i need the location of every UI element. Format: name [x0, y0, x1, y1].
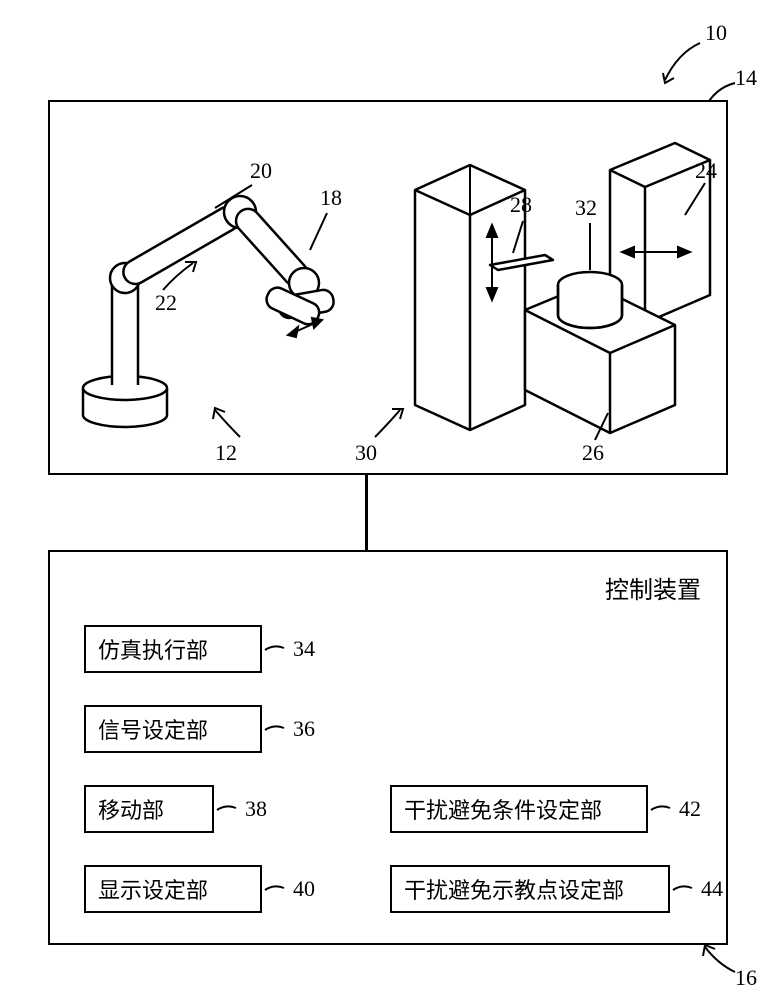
- leader-34: [262, 640, 292, 660]
- refnum-36: 36: [293, 716, 315, 742]
- machine-illustration: [395, 135, 715, 445]
- box-interf-teach-label: 干扰避免示教点设定部: [404, 873, 624, 905]
- refnum-10: 10: [705, 20, 727, 46]
- leader-22: [155, 258, 200, 298]
- leader-24: [680, 180, 720, 220]
- refnum-38: 38: [245, 796, 267, 822]
- leader-44: [670, 880, 700, 900]
- box-interf-cond-label: 干扰避免条件设定部: [404, 793, 602, 825]
- refnum-34: 34: [293, 636, 315, 662]
- box-move: 移动部: [84, 785, 214, 833]
- box-sim-exec: 仿真执行部: [84, 625, 262, 673]
- box-display-set: 显示设定部: [84, 865, 262, 913]
- leader-28: [508, 218, 533, 258]
- leader-18: [305, 210, 335, 255]
- refnum-40: 40: [293, 876, 315, 902]
- box-move-label: 移动部: [98, 793, 164, 825]
- box-interf-cond: 干扰避免条件设定部: [390, 785, 648, 833]
- box-signal-set-label: 信号设定部: [98, 713, 208, 745]
- box-signal-set: 信号设定部: [84, 705, 262, 753]
- refnum-44: 44: [701, 876, 723, 902]
- box-display-set-label: 显示设定部: [98, 873, 208, 905]
- leader-42: [648, 800, 678, 820]
- robot-illustration: [70, 130, 370, 450]
- leader-26: [590, 410, 620, 445]
- box-sim-exec-label: 仿真执行部: [98, 633, 208, 665]
- leader-12: [210, 405, 255, 445]
- refnum-18: 18: [320, 185, 342, 211]
- refnum-28: 28: [510, 192, 532, 218]
- leader-20: [210, 180, 260, 215]
- control-title: 控制装置: [605, 570, 701, 605]
- leader-40: [262, 880, 292, 900]
- refnum-32: 32: [575, 195, 597, 221]
- box-connector: [365, 475, 368, 550]
- leader-32: [580, 220, 600, 275]
- refnum-42: 42: [679, 796, 701, 822]
- box-interf-teach: 干扰避免示教点设定部: [390, 865, 670, 913]
- leader-36: [262, 720, 292, 740]
- refnum-14: 14: [735, 65, 757, 91]
- refnum-16: 16: [735, 965, 757, 991]
- leader-30: [365, 405, 410, 445]
- leader-38: [214, 800, 244, 820]
